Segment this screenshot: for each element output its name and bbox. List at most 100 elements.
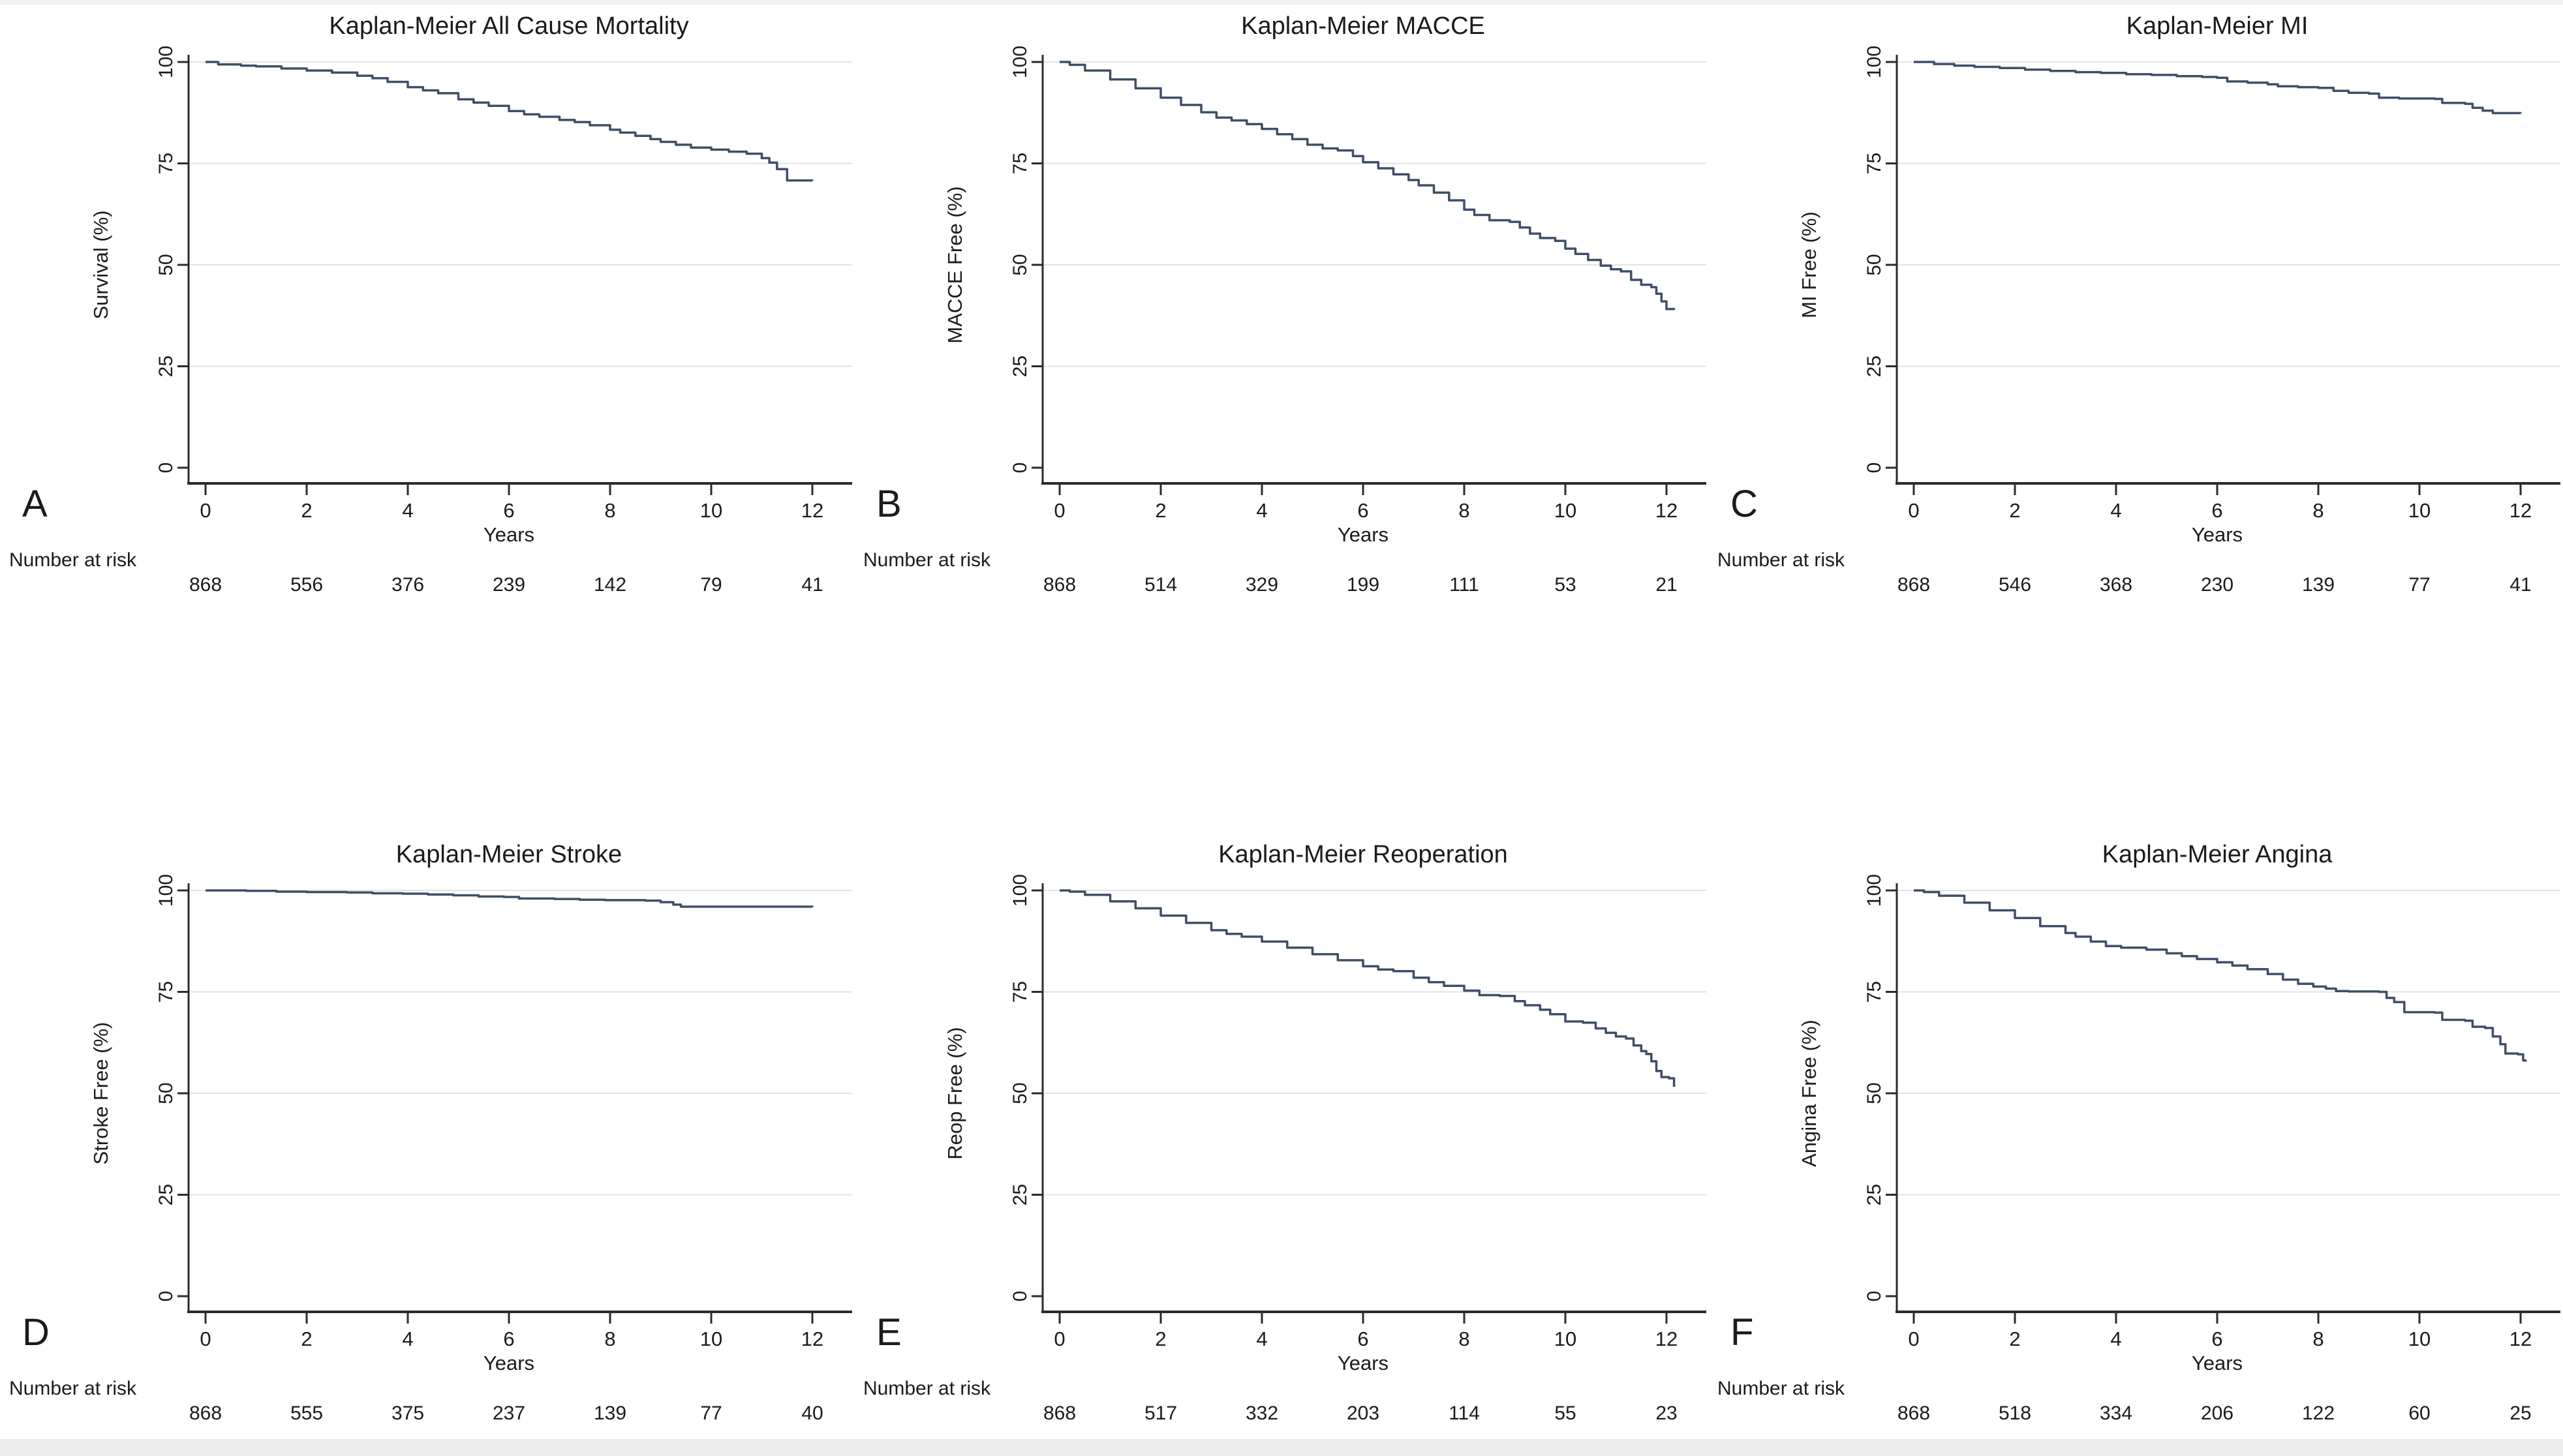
- number-at-risk-value: 334: [2100, 1403, 2132, 1424]
- y-tick-label: 50: [1009, 1082, 1031, 1104]
- km-survival-curve: [206, 889, 814, 908]
- x-tick-label: 12: [2509, 499, 2532, 522]
- y-tick-label: 75: [1009, 153, 1031, 174]
- y-tick-label: 25: [155, 356, 177, 377]
- x-tick-label: 8: [2312, 1327, 2324, 1350]
- number-at-risk-value: 139: [2302, 574, 2335, 596]
- y-tick-label: 100: [155, 874, 177, 907]
- number-at-risk-value: 60: [2408, 1403, 2430, 1424]
- y-tick-label: 25: [1864, 356, 1885, 377]
- km-panel-macce: 0 25 50 75 100 0 2 4 6 8 10 12 Kaplan-Meier MACCE MAC…: [854, 0, 1708, 607]
- x-tick-label: 0: [1908, 1327, 1919, 1350]
- number-at-risk-value: 237: [493, 1403, 525, 1424]
- x-tick-label: 10: [2408, 499, 2431, 522]
- x-tick-label: 0: [200, 499, 211, 522]
- y-tick-label: 75: [155, 153, 177, 174]
- x-tick-label: 4: [402, 499, 413, 522]
- number-at-risk-label: Number at risk: [9, 549, 137, 571]
- x-tick-label: 6: [503, 1327, 514, 1350]
- y-tick-label: 0: [155, 463, 177, 474]
- x-tick-label: 12: [1655, 499, 1678, 522]
- number-at-risk-value: 40: [801, 1403, 823, 1424]
- number-at-risk-value: 239: [493, 574, 525, 596]
- panel-letter: F: [1730, 1311, 1753, 1354]
- km-plot-E: 0 25 50 75 100 0 2 4 6 8 10 12 Kaplan-Meier Reoperat…: [863, 841, 1706, 1424]
- km-survival-curve: [206, 61, 814, 182]
- x-tick-label: 4: [1256, 1327, 1267, 1350]
- panel-title: Kaplan-Meier MACCE: [1241, 12, 1485, 40]
- x-tick-label: 0: [1054, 1327, 1065, 1350]
- x-tick-label: 8: [1458, 1327, 1469, 1350]
- x-tick-label: 6: [1357, 1327, 1368, 1350]
- number-at-risk-value: 868: [1897, 1403, 1930, 1424]
- y-tick-label: 0: [155, 1291, 177, 1302]
- x-tick-label: 12: [801, 499, 823, 522]
- y-tick-label: 25: [1009, 1184, 1031, 1206]
- y-tick-label: 25: [155, 1184, 177, 1206]
- number-at-risk-value: 199: [1347, 574, 1379, 596]
- x-tick-label: 6: [2211, 1327, 2222, 1350]
- x-axis-label: Years: [2192, 523, 2243, 546]
- panel-letter: D: [22, 1311, 50, 1354]
- x-tick-label: 8: [604, 1327, 615, 1350]
- number-at-risk-value: 518: [1999, 1403, 2031, 1424]
- panel-title: Kaplan-Meier Angina: [2102, 841, 2333, 868]
- number-at-risk-value: 868: [189, 1403, 222, 1424]
- number-at-risk-value: 41: [2509, 574, 2531, 596]
- number-at-risk-value: 514: [1144, 574, 1177, 596]
- x-tick-label: 8: [2312, 499, 2324, 522]
- y-tick-label: 100: [1864, 874, 1885, 907]
- number-at-risk-label: Number at risk: [863, 549, 991, 571]
- y-tick-label: 25: [1864, 1184, 1885, 1206]
- x-tick-label: 12: [2509, 1327, 2532, 1350]
- km-plot-F: 0 25 50 75 100 0 2 4 6 8 10 12 Kaplan-Meier Angina An…: [1717, 841, 2560, 1424]
- km-panel-mi: 0 25 50 75 100 0 2 4 6 8 10 12 Kaplan-Meier MI MI Fre…: [1708, 0, 2562, 607]
- km-plot-D: 0 25 50 75 100 0 2 4 6 8 10 12 Kaplan-Meier Stroke St…: [9, 841, 852, 1424]
- x-tick-label: 10: [700, 499, 722, 522]
- x-tick-label: 0: [1908, 499, 1919, 522]
- panel-letter: E: [876, 1311, 902, 1354]
- y-tick-label: 50: [155, 254, 177, 275]
- km-panel-angina: 0 25 50 75 100 0 2 4 6 8 10 12 Kaplan-Meier Angina An…: [1708, 828, 2562, 1435]
- number-at-risk-value: 122: [2302, 1403, 2335, 1424]
- number-at-risk-value: 139: [594, 1403, 626, 1424]
- number-at-risk-label: Number at risk: [1717, 1378, 1845, 1399]
- number-at-risk-value: 376: [391, 574, 424, 596]
- km-plot-B: 0 25 50 75 100 0 2 4 6 8 10 12 Kaplan-Meier MACCE MAC…: [863, 12, 1706, 596]
- number-at-risk-value: 368: [2100, 574, 2132, 596]
- number-at-risk-value: 517: [1144, 1403, 1177, 1424]
- y-tick-label: 0: [1864, 463, 1885, 474]
- y-tick-label: 0: [1864, 1291, 1885, 1302]
- x-tick-label: 10: [700, 1327, 722, 1350]
- x-tick-label: 4: [1256, 499, 1267, 522]
- y-tick-label: 100: [1864, 46, 1885, 78]
- km-panel-all-cause-mortality: 0 25 50 75 100 0 2 4 6 8 10 12 Kaplan-Meier All Caus…: [0, 0, 854, 607]
- y-axis-label: MI Free (%): [1798, 211, 1820, 318]
- x-axis-label: Years: [2192, 1352, 2243, 1374]
- y-tick-label: 50: [155, 1082, 177, 1104]
- km-plot-C: 0 25 50 75 100 0 2 4 6 8 10 12 Kaplan-Meier MI MI Fre…: [1717, 12, 2560, 596]
- panel-title: Kaplan-Meier All Cause Mortality: [329, 12, 688, 40]
- x-tick-label: 4: [402, 1327, 413, 1350]
- number-at-risk-value: 77: [2408, 574, 2430, 596]
- number-at-risk-value: 868: [189, 574, 222, 596]
- km-survival-curve: [1060, 61, 1676, 311]
- x-axis-label: Years: [1338, 1352, 1389, 1374]
- number-at-risk-value: 23: [1655, 1403, 1677, 1424]
- x-tick-label: 10: [2408, 1327, 2431, 1350]
- panel-letter: A: [22, 483, 48, 525]
- km-panel-reoperation: 0 25 50 75 100 0 2 4 6 8 10 12 Kaplan-Meier Reoperat…: [854, 828, 1708, 1435]
- scan-artifact-bottom: [0, 1439, 2563, 1456]
- y-tick-label: 50: [1864, 1082, 1885, 1104]
- y-axis-label: Reop Free (%): [944, 1027, 966, 1159]
- y-axis-label: Angina Free (%): [1798, 1020, 1820, 1167]
- x-tick-label: 12: [801, 1327, 823, 1350]
- number-at-risk-value: 555: [290, 1403, 323, 1424]
- number-at-risk-value: 114: [1449, 1403, 1480, 1424]
- number-at-risk-value: 41: [801, 574, 823, 596]
- y-tick-label: 75: [155, 981, 177, 1003]
- number-at-risk-value: 375: [391, 1403, 424, 1424]
- x-axis-label: Years: [483, 1352, 534, 1374]
- scan-artifact-top: [0, 0, 2563, 5]
